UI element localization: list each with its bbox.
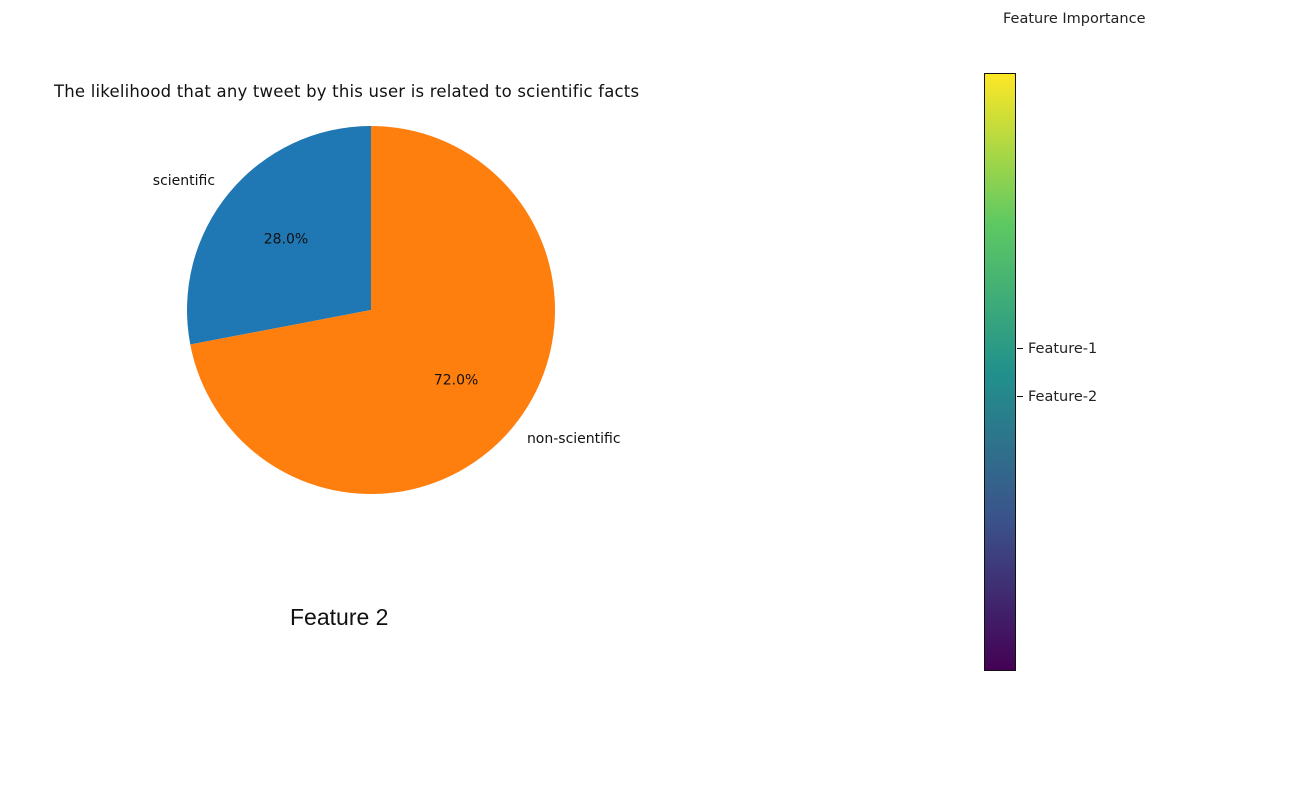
pie-percent-scientific: 28.0%	[264, 232, 308, 248]
pie-chart-title: The likelihood that any tweet by this us…	[54, 82, 640, 101]
colorbar-tick-label: Feature-1	[1028, 340, 1098, 357]
pie-slice-non-scientific	[190, 126, 555, 494]
pie-label-non-scientific: non-scientific	[527, 431, 621, 447]
colorbar	[984, 73, 1016, 671]
pie-label-scientific: scientific	[153, 173, 215, 189]
colorbar-tick-label: Feature-2	[1028, 388, 1098, 405]
pie-chart: scientific 28.0% non-scientific 72.0%	[153, 126, 621, 494]
colorbar-title: Feature Importance	[1003, 11, 1146, 27]
colorbar-tick	[1017, 348, 1023, 350]
pie-percent-non-scientific: 72.0%	[434, 372, 478, 388]
colorbar-tick	[1017, 395, 1023, 398]
pie-slice-scientific	[187, 126, 371, 345]
figure-caption: Feature 2	[290, 604, 389, 630]
